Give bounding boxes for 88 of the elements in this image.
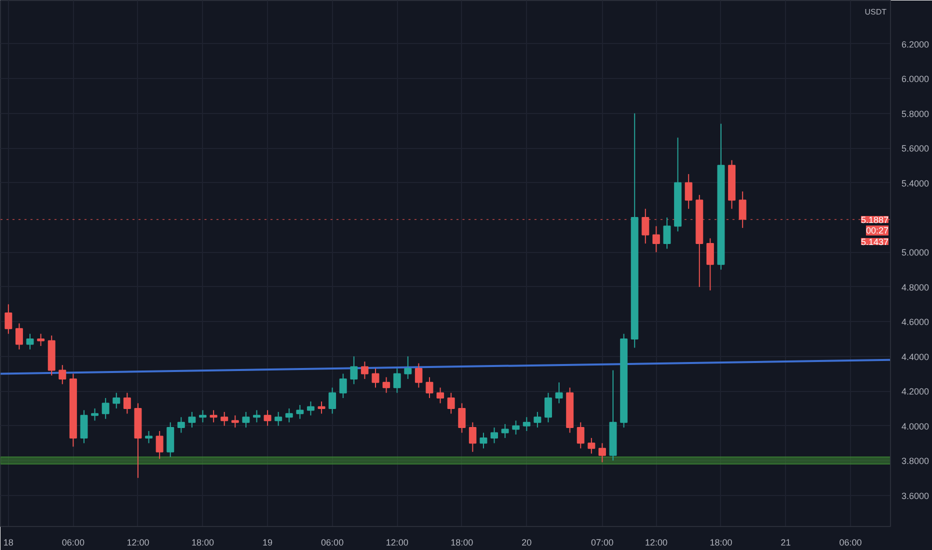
x-tick-label: 06:00 — [62, 538, 84, 548]
y-tick-label: 5.8000 — [902, 108, 930, 119]
y-tick-label: 5.4000 — [902, 178, 930, 188]
candlestick — [468, 422, 476, 452]
candlestick — [91, 408, 99, 422]
candlestick — [480, 432, 488, 449]
candlestick — [4, 304, 12, 334]
candlestick — [210, 410, 218, 423]
candlestick — [112, 392, 120, 409]
candlestick — [80, 410, 88, 444]
x-tick-label: 18:00 — [191, 538, 214, 548]
x-tick-label: 21 — [780, 538, 791, 548]
x-tick-label: 18:00 — [710, 538, 732, 548]
candlestick — [512, 420, 520, 435]
candlestick — [642, 208, 650, 244]
candlestick — [264, 410, 272, 426]
candlestick — [242, 411, 250, 428]
candlestick — [26, 333, 34, 350]
ref-line-label: 5.1887 — [860, 214, 889, 225]
candlestick — [123, 392, 131, 414]
x-tick-label: 12:00 — [386, 538, 408, 548]
candlestick — [404, 356, 412, 380]
candlestick — [220, 411, 228, 426]
candlestick — [458, 402, 466, 434]
candlestick — [188, 411, 196, 428]
candlestick — [738, 190, 746, 228]
y-tick-label: 5.6000 — [902, 144, 930, 154]
candlestick — [285, 408, 293, 423]
x-tick-label: 06:00 — [839, 538, 862, 548]
y-tick-label: 4.2000 — [902, 386, 930, 397]
x-tick-label: 20 — [522, 538, 532, 548]
candlestick — [534, 411, 542, 428]
x-tick-label: 12:00 — [644, 538, 668, 548]
x-tick-label: 07:00 — [590, 538, 614, 548]
candlestick — [426, 376, 434, 399]
candlestick — [372, 368, 380, 388]
candlestick — [145, 430, 153, 444]
x-tick-label: 06:00 — [321, 538, 344, 548]
candlestick — [576, 422, 584, 449]
y-tick-label: 3.8000 — [902, 456, 930, 466]
candlestick — [199, 410, 206, 423]
candlestick — [102, 398, 110, 420]
candlestick — [350, 356, 358, 385]
candlestick — [37, 333, 45, 346]
candlestick — [544, 392, 552, 423]
candlestick — [652, 226, 660, 253]
candlestick — [598, 442, 606, 463]
candlestick — [253, 410, 260, 423]
y-tick-label: 6.2000 — [902, 39, 930, 50]
x-tick-label: 18:00 — [450, 538, 474, 548]
y-tick-label: 4.8000 — [902, 282, 930, 292]
y-tick-label: 4.6000 — [902, 317, 930, 328]
candlestick — [382, 376, 390, 394]
y-tick-label: 3.6000 — [902, 490, 930, 501]
candlestick — [663, 216, 671, 250]
candlestick — [177, 416, 185, 434]
x-tick-label: 12:00 — [126, 538, 150, 548]
candlestick — [588, 437, 596, 454]
y-axis-title: USDT — [864, 8, 887, 16]
y-tick-label: 4.0000 — [902, 421, 930, 432]
y-tick-label: 5.0000 — [902, 248, 930, 258]
candlestick — [156, 430, 164, 460]
candlestick — [15, 322, 23, 350]
candlestick — [414, 362, 422, 388]
candlestick — [436, 387, 444, 404]
candlestick — [274, 411, 282, 426]
y-tick-label: 4.4000 — [902, 352, 930, 362]
candlestick — [706, 238, 714, 291]
candlestick — [339, 373, 347, 399]
candlestick — [490, 427, 498, 444]
candlestick — [447, 392, 455, 414]
annotation: 5.1437 — [860, 236, 889, 247]
x-tick-label: 18 — [3, 538, 14, 548]
candlestick — [501, 424, 509, 438]
candlestick — [328, 387, 336, 414]
candlestick — [296, 404, 304, 420]
candlestick — [58, 364, 66, 385]
y-tick-label: 6.0000 — [902, 74, 930, 84]
x-tick-label: 19 — [262, 538, 273, 548]
candlestick — [231, 414, 239, 428]
candlestick — [393, 368, 401, 394]
candlestick — [306, 401, 314, 416]
candlestick — [684, 174, 692, 210]
annotation: 00:27 — [866, 225, 889, 236]
candlestick — [318, 401, 326, 414]
candlestick — [522, 416, 530, 432]
candlestick — [555, 382, 563, 404]
candlestick — [360, 361, 368, 380]
